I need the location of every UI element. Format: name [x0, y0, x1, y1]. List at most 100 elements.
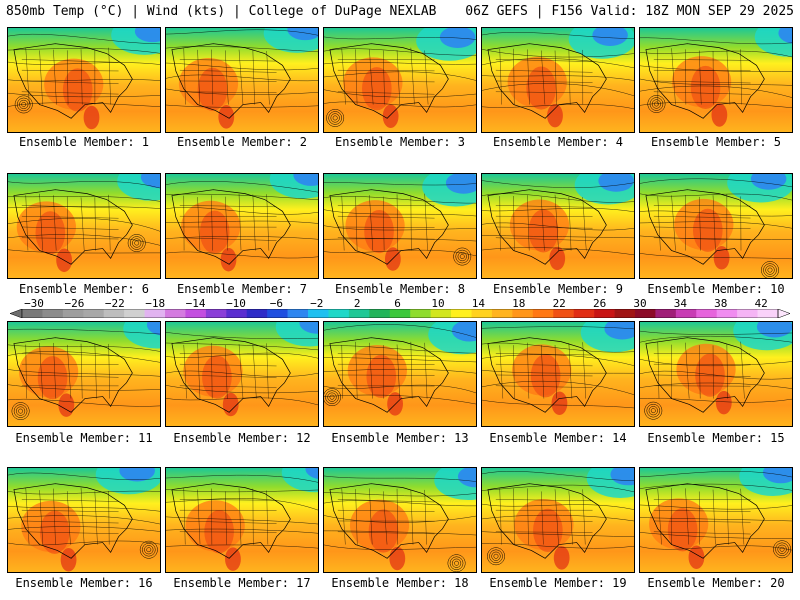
temperature-field-map: [166, 28, 318, 132]
temperature-field-map: [324, 468, 476, 572]
temperature-field-map: [166, 468, 318, 572]
colorbar-swatch: [532, 309, 554, 318]
temperature-field-map: [640, 174, 792, 278]
temperature-field-map: [482, 322, 634, 426]
temperature-field-map: [166, 322, 318, 426]
ensemble-member-label: Ensemble Member: 2: [176, 135, 308, 149]
colorbar-swatch: [410, 309, 431, 318]
colorbar-tick-label: −26: [64, 297, 85, 310]
ensemble-member-label: Ensemble Member: 11: [15, 431, 153, 445]
colorbar-tick-label: 2: [353, 297, 361, 310]
temperature-field-map: [8, 322, 160, 426]
ensemble-member-map: [165, 27, 319, 133]
ensemble-member-map: [639, 467, 793, 573]
ensemble-member-map: [481, 321, 635, 427]
temperature-field-map: [8, 174, 160, 278]
colorbar-swatch: [757, 309, 779, 318]
ensemble-member-label: Ensemble Member: 12: [173, 431, 311, 445]
ensemble-member-map: [323, 467, 477, 573]
ensemble-member-label: Ensemble Member: 19: [489, 576, 627, 590]
valid-time-label: 06Z GEFS | F156 Valid: 18Z MON SEP 29 20…: [465, 4, 794, 19]
colorbar-tick-labels: −30 −26 −22 −18 −14 −10 −6 −2 2 6 10 14 18 22 26 30 34 38…: [0, 297, 800, 310]
ensemble-member-label: Ensemble Member: 13: [331, 431, 469, 445]
colorbar-swatch: [348, 309, 370, 318]
colorbar-tick-label: 26: [592, 297, 607, 310]
temperature-field-map: [482, 28, 634, 132]
ensemble-member-label: Ensemble Member: 1: [18, 135, 150, 149]
colorbar-swatch: [716, 309, 738, 318]
ensemble-member-map: [165, 321, 319, 427]
map-title: 850mb Temp (°C) | Wind (kts) | College o…: [6, 4, 437, 19]
ensemble-member-label: Ensemble Member: 14: [489, 431, 627, 445]
temperature-field-map: [640, 322, 792, 426]
colorbar-swatch: [328, 309, 350, 318]
colorbar-swatch: [267, 309, 288, 318]
temperature-field-map: [640, 468, 792, 572]
colorbar-swatch: [512, 309, 534, 318]
ensemble-member-map: [7, 321, 161, 427]
colorbar-tick-label: 10: [431, 297, 445, 310]
temperature-field-map: [8, 28, 160, 132]
temperature-field-map: [324, 322, 476, 426]
colorbar-swatch: [430, 309, 452, 318]
ensemble-member-map: [165, 467, 319, 573]
colorbar-swatch: [165, 309, 186, 318]
ensemble-member-map: [323, 27, 477, 133]
ensemble-member-map: [323, 173, 477, 279]
ensemble-member-map: [481, 173, 635, 279]
colorbar-swatch: [369, 309, 391, 318]
colorbar-tick-label: 30: [633, 297, 647, 310]
colorbar-swatch: [62, 309, 84, 318]
colorbar-tick-label: −10: [226, 297, 246, 310]
colorbar-swatch: [451, 309, 472, 318]
ensemble-member-label: Ensemble Member: 5: [650, 135, 782, 149]
ensemble-member-label: Ensemble Member: 8: [334, 282, 466, 296]
temperature-field-map: [324, 28, 476, 132]
ensemble-member-map: [639, 321, 793, 427]
colorbar-tick-label: −30: [24, 297, 44, 310]
ensemble-member-label: Ensemble Member: 18: [331, 576, 469, 590]
colorbar-swatch: [185, 309, 207, 318]
colorbar-swatch: [696, 309, 718, 318]
colorbar-swatch: [287, 309, 309, 318]
colorbar-swatch: [471, 309, 493, 318]
colorbar-right-arrow: [777, 309, 790, 318]
colorbar-swatch: [22, 309, 43, 318]
colorbar-swatch: [737, 309, 758, 318]
colorbar-swatch: [42, 309, 64, 318]
colorbar-swatch: [389, 309, 411, 318]
colorbar-tick-label: −2: [310, 297, 324, 310]
colorbar-tick-label: 14: [471, 297, 486, 310]
colorbar-swatch: [308, 309, 329, 318]
ensemble-member-map: [7, 467, 161, 573]
colorbar-swatch: [124, 309, 145, 318]
ensemble-member-map: [639, 27, 793, 133]
colorbar-swatch: [594, 309, 615, 318]
colorbar-tick-label: −22: [104, 297, 125, 310]
colorbar-swatch: [675, 309, 697, 318]
temperature-field-map: [482, 174, 634, 278]
ensemble-member-label: Ensemble Member: 10: [647, 282, 785, 296]
ensemble-member-label: Ensemble Member: 17: [173, 576, 311, 590]
ensemble-member-label: Ensemble Member: 15: [647, 431, 785, 445]
ensemble-member-map: [7, 27, 161, 133]
colorbar-tick-label: −14: [185, 297, 206, 310]
colorbar-tick-label: 42: [754, 297, 768, 310]
ensemble-member-map: [7, 173, 161, 279]
colorbar-tick-label: 38: [714, 297, 728, 310]
ensemble-member-label: Ensemble Member: 6: [18, 282, 150, 296]
ensemble-member-map: [481, 27, 635, 133]
colorbar-swatch: [614, 309, 636, 318]
colorbar-left-arrow: [10, 309, 23, 318]
colorbar-tick-label: 6: [394, 297, 401, 310]
temperature-field-map: [166, 174, 318, 278]
colorbar-swatch: [205, 309, 227, 318]
ensemble-member-label: Ensemble Member: 16: [15, 576, 153, 590]
colorbar-swatch: [226, 309, 248, 318]
colorbar-swatch: [553, 309, 574, 318]
ensemble-member-label: Ensemble Member: 4: [492, 135, 624, 149]
colorbar-swatch: [655, 309, 677, 318]
temperature-field-map: [640, 28, 792, 132]
colorbar-swatch: [491, 309, 513, 318]
ensemble-member-map: [481, 467, 635, 573]
